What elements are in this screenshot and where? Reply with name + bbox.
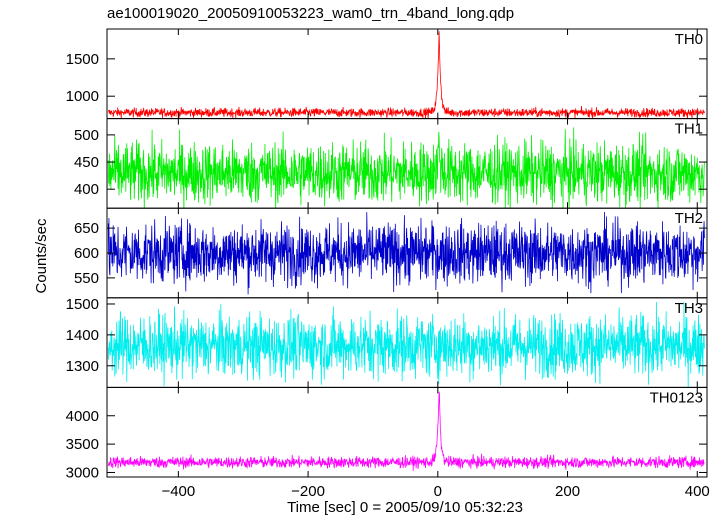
y-tick-label: 450 [74, 154, 99, 171]
y-tick-label: 400 [74, 181, 99, 198]
panel-th3: 1300 1400 1500 TH3 [66, 296, 708, 388]
y-tick-label: 500 [74, 127, 99, 144]
y-tick-label: 1300 [66, 358, 99, 375]
x-tick-label: −400 [161, 483, 195, 500]
y-tick-label: 3000 [66, 464, 99, 481]
y-tick-label: 550 [74, 270, 99, 287]
series-line-th1 [107, 127, 705, 209]
panel-th0123: 3000 3500 4000 TH0123 [66, 386, 708, 481]
y-tick-label: 4000 [66, 408, 99, 425]
panel-th1: 400 450 500 TH1 [74, 118, 708, 209]
y-tick-label: 3500 [66, 436, 99, 453]
series-line-th3 [107, 301, 705, 388]
panel-frame [106, 386, 708, 478]
panel-label: TH2 [675, 210, 703, 227]
x-axis-title: Time [sec] 0 = 2005/09/10 05:32:23 [287, 499, 523, 516]
y-tick-label: 600 [74, 245, 99, 262]
y-tick-label: 1000 [66, 88, 99, 105]
x-tick-label: 200 [555, 483, 580, 500]
y-tick-label: 1400 [66, 327, 99, 344]
x-tick-label: −200 [291, 483, 325, 500]
x-tick-label: 0 [434, 483, 442, 500]
panel-frame [106, 28, 708, 120]
panel-label: TH0 [675, 31, 703, 48]
y-axis-title: Counts/sec [33, 218, 50, 294]
series-line-th2 [107, 212, 705, 295]
panel-th2: 550 600 650 TH2 [74, 207, 708, 299]
x-tick-label: 400 [685, 483, 710, 500]
panel-label: TH3 [675, 300, 703, 317]
panel-th0: 1000 1500 TH0 [66, 28, 708, 120]
y-tick-label: 1500 [66, 51, 99, 68]
y-tick-label: 650 [74, 220, 99, 237]
series-line-th0 [107, 31, 705, 119]
panel-label: TH1 [675, 121, 703, 138]
y-tick-label: 1500 [66, 296, 99, 313]
panel-label: TH0123 [650, 389, 703, 406]
chart-title: ae100019020_20050910053223_wam0_trn_4ban… [107, 5, 514, 22]
series-line-th0123 [107, 391, 705, 471]
